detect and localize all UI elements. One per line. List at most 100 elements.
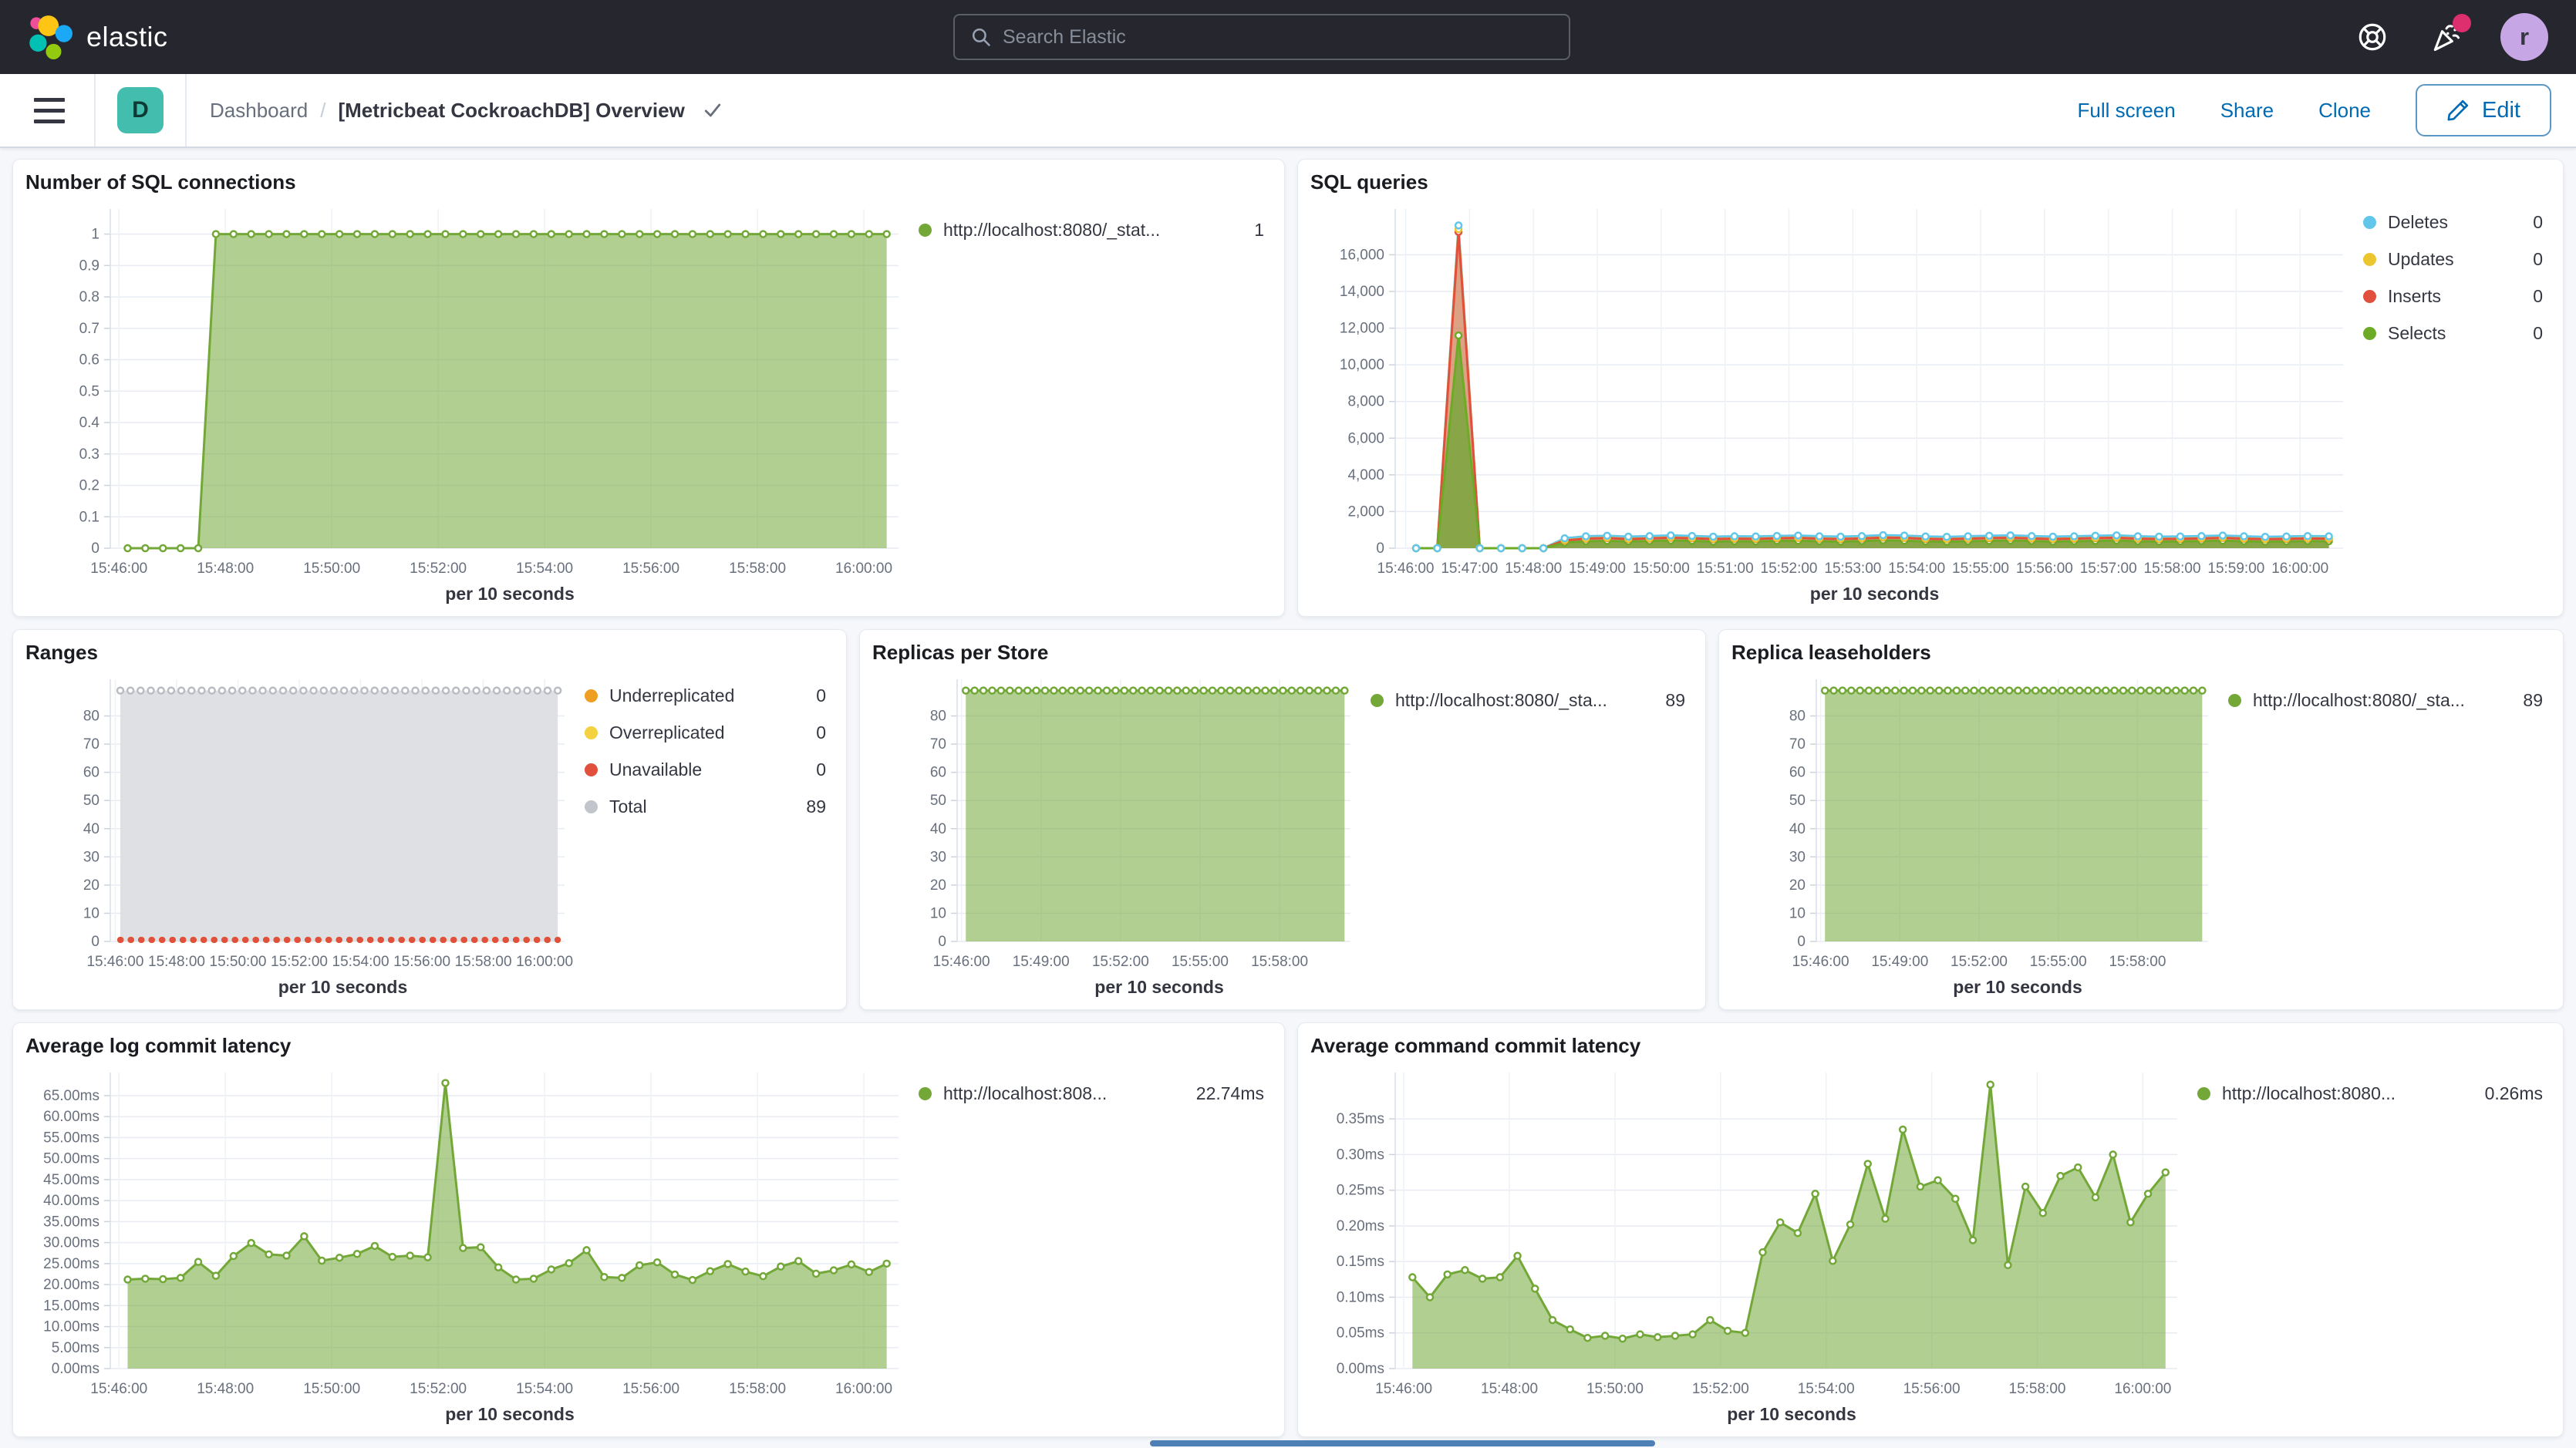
share-button[interactable]: Share [2220, 98, 2274, 122]
svg-text:0.05ms: 0.05ms [1337, 1325, 1384, 1342]
legend-series-value: 22.74ms [1195, 1083, 1264, 1103]
svg-text:15:48:00: 15:48:00 [1481, 1381, 1538, 1397]
legend-item[interactable]: http://localhost:8080/_sta... 89 [1371, 690, 1685, 711]
elastic-brand[interactable]: elastic [28, 15, 953, 59]
legend-series-label[interactable]: http://localhost:8080... [2222, 1083, 2396, 1103]
legend-item[interactable]: http://localhost:8080... 0.26ms [2197, 1083, 2543, 1104]
legend-series-dot [1371, 694, 1384, 707]
panel-sql-queries: SQL queries 0 2,000 4,000 6,000 8,000 10,000 1… [1297, 159, 2564, 617]
chart-command-commit-latency[interactable]: 0.00ms 0.05ms 0.10ms 0.15ms 0.20ms 0.25ms 0.30… [1310, 1063, 2188, 1404]
svg-text:40.00ms: 40.00ms [43, 1193, 99, 1209]
panel-title: Average command commit latency [1310, 1034, 1641, 1057]
panel-replica-leaseholders: Replica leaseholders 0 10 20 30 40 50 60 70 80 15… [1718, 629, 2564, 1010]
legend-item[interactable]: Underreplicated 0 [585, 685, 826, 706]
x-axis-label: per 10 seconds [278, 977, 408, 997]
search-input[interactable] [1003, 25, 1553, 49]
menu-button[interactable] [25, 97, 86, 123]
notification-badge [2453, 14, 2471, 32]
legend-series-value: 0 [816, 722, 826, 743]
legend-series-label[interactable]: Inserts [2388, 286, 2442, 306]
chart-replicas-per-store[interactable]: 0 10 20 30 40 50 60 70 80 15:46:00 15:49:00 15:52:0… [872, 670, 1361, 977]
svg-text:15:50:00: 15:50:00 [1633, 561, 1690, 577]
svg-text:20: 20 [1789, 877, 1806, 894]
legend-series-value: 0 [2533, 286, 2543, 306]
svg-text:2,000: 2,000 [1347, 503, 1384, 520]
legend-series-dot [919, 224, 932, 237]
legend-series-dot [919, 1087, 932, 1100]
svg-text:15:51:00: 15:51:00 [1697, 561, 1754, 577]
legend-series-label[interactable]: http://localhost:8080/_sta... [2253, 690, 2465, 710]
svg-text:0.30ms: 0.30ms [1337, 1147, 1384, 1163]
svg-text:15:57:00: 15:57:00 [2080, 561, 2137, 577]
legend-series-label[interactable]: http://localhost:8080/_stat... [943, 220, 1161, 240]
panel-average-command-commit-latency: Average command commit latency 0.00ms 0.0… [1297, 1022, 2564, 1437]
legend-series-dot [2363, 216, 2376, 229]
legend-series-label[interactable]: Updates [2388, 249, 2454, 269]
breadcrumb-dashboard[interactable]: Dashboard [210, 98, 309, 122]
chart-sql-connections[interactable]: 0 0.1 0.2 0.3 0.4 0.5 0.6 0.7 0.8 0.9 1 15:46:00 15:… [25, 200, 909, 584]
panel-title: SQL queries [1310, 170, 1428, 194]
legend-item[interactable]: Deletes 0 [2363, 212, 2543, 233]
legend-series-dot [2228, 694, 2241, 707]
chart-replica-leaseholders[interactable]: 0 10 20 30 40 50 60 70 80 15:46:00 15:49:00 15:52:0… [1731, 670, 2219, 977]
x-axis-label: per 10 seconds [445, 1404, 575, 1424]
svg-text:0.1: 0.1 [79, 509, 99, 525]
legend-series-dot [585, 763, 598, 776]
horizontal-scrollbar-thumb[interactable] [1150, 1440, 1655, 1446]
help-button[interactable] [2352, 17, 2392, 57]
title-check-icon[interactable] [702, 99, 723, 121]
legend-series-label[interactable]: Total [609, 796, 647, 817]
svg-text:0.5: 0.5 [79, 383, 99, 399]
svg-text:0.8: 0.8 [79, 289, 99, 305]
legend-series-label[interactable]: Unavailable [609, 759, 703, 780]
svg-text:35.00ms: 35.00ms [43, 1214, 99, 1230]
svg-text:60.00ms: 60.00ms [43, 1109, 99, 1125]
svg-text:15:58:00: 15:58:00 [729, 561, 786, 577]
svg-text:15:48:00: 15:48:00 [1505, 561, 1562, 577]
legend-item[interactable]: Overreplicated 0 [585, 722, 826, 743]
svg-text:15:58:00: 15:58:00 [1251, 954, 1308, 970]
svg-text:15:50:00: 15:50:00 [1586, 1381, 1644, 1397]
svg-text:15:56:00: 15:56:00 [622, 1381, 679, 1397]
user-avatar[interactable]: r [2500, 13, 2548, 61]
chart-ranges[interactable]: 0 10 20 30 40 50 60 70 80 15:46:00 15:48:00 15:50:0… [25, 670, 575, 977]
global-search[interactable] [953, 14, 1570, 60]
svg-text:50: 50 [930, 793, 946, 809]
svg-text:0.20ms: 0.20ms [1337, 1218, 1384, 1234]
legend-item[interactable]: Unavailable 0 [585, 759, 826, 780]
legend-series-label[interactable]: Deletes [2388, 212, 2448, 232]
chart-log-commit-latency[interactable]: 0.00ms 5.00ms 10.00ms 15.00ms 20.00ms 25.00ms… [25, 1063, 909, 1404]
panel-replicas-per-store: Replicas per Store 0 10 20 30 40 50 60 70 80 15:4… [859, 629, 1706, 1010]
legend-item[interactable]: http://localhost:8080/_sta... 89 [2228, 690, 2543, 711]
legend-item[interactable]: Selects 0 [2363, 323, 2543, 344]
svg-text:15:49:00: 15:49:00 [1569, 561, 1626, 577]
svg-text:15:59:00: 15:59:00 [2207, 561, 2264, 577]
panel-title: Replicas per Store [872, 641, 1049, 664]
legend-item[interactable]: Inserts 0 [2363, 286, 2543, 307]
svg-text:30: 30 [930, 849, 946, 865]
legend-item[interactable]: Total 89 [585, 796, 826, 817]
svg-text:0: 0 [1376, 540, 1384, 557]
chart-sql-queries[interactable]: 0 2,000 4,000 6,000 8,000 10,000 12,000 14,000 1… [1310, 200, 2354, 584]
space-badge[interactable]: D [117, 87, 164, 133]
svg-text:70: 70 [1789, 736, 1806, 753]
legend-series-label[interactable]: http://localhost:8080/_sta... [1395, 690, 1607, 710]
legend-series-label[interactable]: Overreplicated [609, 722, 725, 743]
svg-text:15:52:00: 15:52:00 [1951, 954, 2008, 970]
legend-item[interactable]: http://localhost:8080/_stat... 1 [919, 220, 1264, 241]
svg-text:40: 40 [1789, 821, 1806, 837]
svg-text:15:50:00: 15:50:00 [303, 1381, 360, 1397]
legend-series-label[interactable]: Underreplicated [609, 685, 735, 705]
clone-button[interactable]: Clone [2318, 98, 2372, 122]
legend-item[interactable]: Updates 0 [2363, 249, 2543, 270]
legend-series-label[interactable]: http://localhost:808... [943, 1083, 1108, 1103]
space-badge-letter: D [132, 97, 149, 123]
legend-item[interactable]: http://localhost:808... 22.74ms [919, 1083, 1264, 1104]
panel-average-log-commit-latency: Average log commit latency 0.00ms 5.00ms 1… [12, 1022, 1285, 1437]
edit-button[interactable]: Edit [2416, 84, 2551, 136]
full-screen-button[interactable]: Full screen [2077, 98, 2176, 122]
pencil-icon [2447, 99, 2469, 121]
newsfeed-button[interactable] [2426, 14, 2471, 57]
svg-text:15:52:00: 15:52:00 [1092, 954, 1149, 970]
legend-series-label[interactable]: Selects [2388, 323, 2446, 343]
